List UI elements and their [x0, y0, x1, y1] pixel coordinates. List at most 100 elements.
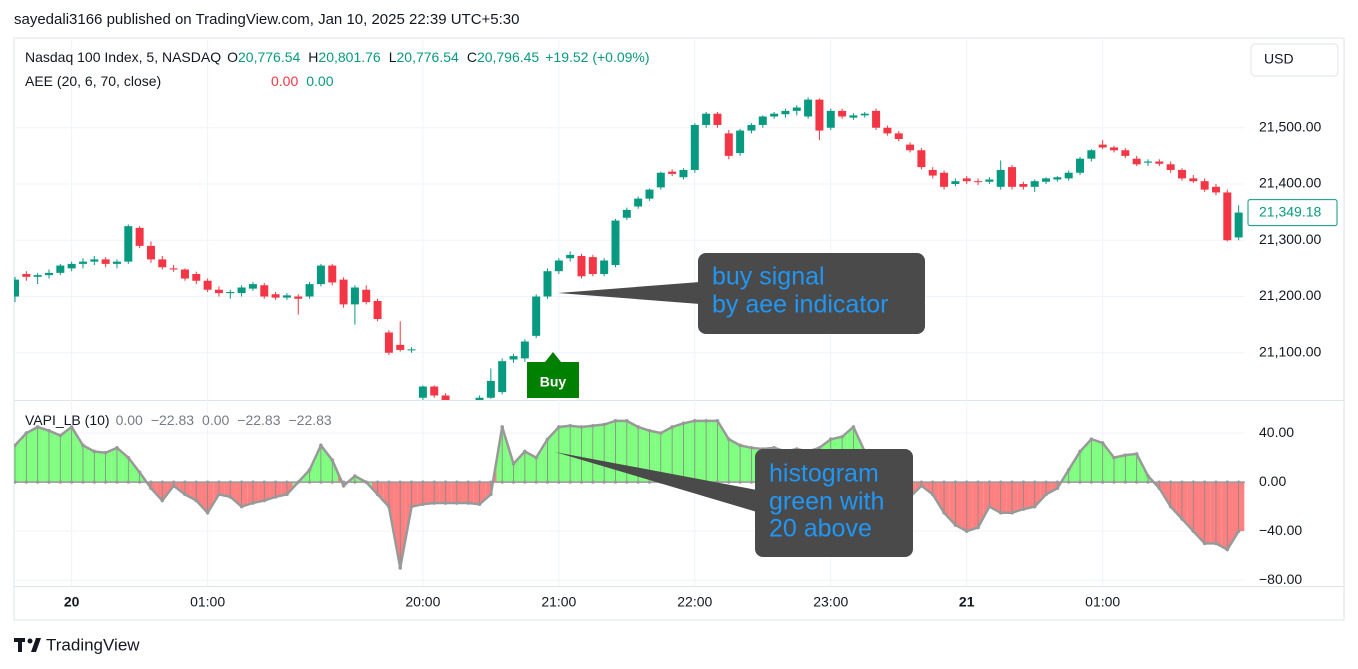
candle-body — [668, 171, 677, 174]
value-dot — [115, 446, 119, 450]
zero-dot — [1214, 480, 1218, 484]
value-dot — [387, 504, 391, 509]
candle-body — [248, 284, 257, 289]
candle-body — [486, 380, 495, 398]
callout-pointer — [558, 282, 700, 304]
candle-body — [690, 124, 699, 170]
zero-dot — [81, 480, 85, 484]
candle-body — [781, 110, 790, 115]
value-dot — [1225, 547, 1230, 552]
zero-dot — [1078, 480, 1082, 484]
value-dot — [500, 425, 504, 429]
candle-body — [554, 260, 563, 272]
value-dot — [1134, 452, 1139, 456]
value-dot — [693, 419, 697, 423]
candle-body — [645, 189, 654, 199]
zero-dot — [194, 480, 198, 484]
value-dot — [149, 486, 153, 491]
candle-body — [22, 274, 31, 277]
value-dot — [409, 504, 414, 509]
ohlc-key: O — [227, 49, 238, 65]
candle-body — [350, 287, 359, 305]
indicator-value: 0.00 — [306, 73, 334, 89]
last-price-box — [1247, 199, 1338, 227]
buy-marker — [527, 352, 579, 398]
zero-dot — [126, 480, 130, 484]
zero-dot — [591, 480, 595, 484]
value-dot — [1089, 437, 1094, 442]
candle-body — [758, 116, 767, 125]
vapi-name: VAPI_LB (10) — [25, 412, 110, 428]
value-dot — [1214, 541, 1218, 546]
candle-body — [792, 107, 801, 111]
candle-body — [305, 284, 314, 297]
candle-body — [1053, 177, 1062, 180]
ohlc: O20,776.54 H20,801.76 L20,776.54 C20,796.45 — [227, 49, 539, 65]
candle-body — [770, 113, 779, 117]
candle-body — [260, 285, 269, 297]
candle-body — [498, 361, 507, 393]
candle-body — [316, 265, 325, 285]
candle-body — [1132, 158, 1141, 165]
candle-body — [826, 110, 835, 128]
candle-body — [396, 344, 405, 350]
candle-body — [214, 289, 223, 294]
zero-dot — [70, 480, 74, 484]
value-dot — [171, 484, 176, 488]
value-dot — [625, 419, 629, 423]
zero-dot — [931, 480, 935, 484]
zero-dot — [625, 480, 629, 484]
value-dot — [840, 434, 844, 439]
value-dot — [772, 446, 776, 450]
candle-body — [679, 169, 688, 178]
value-dot — [285, 492, 289, 497]
symbol: Nasdaq 100 Index, 5, NASDAQ — [25, 49, 222, 65]
value-dot — [375, 492, 380, 497]
zero-dot — [953, 480, 957, 484]
zero-dot — [443, 480, 448, 484]
candle-body — [124, 226, 133, 262]
candle-body — [430, 386, 439, 396]
zero-dot — [160, 480, 164, 484]
candle-body — [906, 144, 915, 151]
zero-dot — [409, 480, 414, 484]
x-tick-label: 20:00 — [405, 594, 440, 610]
value-dot — [670, 425, 674, 429]
indicator-name: AEE (20, 6, 70, close) — [25, 73, 162, 89]
zero-dot — [613, 480, 618, 484]
value-dot — [239, 504, 244, 509]
value-dot — [591, 423, 595, 428]
value-dot — [330, 458, 335, 462]
value-dot — [1055, 486, 1060, 491]
ohlc-item: L20,776.54 — [389, 49, 459, 65]
value-dot — [341, 484, 346, 488]
y-tick-label: −40.00 — [1259, 522, 1302, 538]
candle-body — [1008, 167, 1017, 187]
candle-body — [1166, 164, 1175, 170]
candle-body — [1087, 150, 1096, 159]
zero-dot — [1146, 480, 1150, 484]
zero-dot — [1191, 480, 1195, 484]
zero-dot — [285, 480, 289, 484]
value-dot — [659, 431, 663, 435]
value-dot — [1146, 474, 1150, 478]
value-dot — [647, 428, 652, 433]
zero-dot — [466, 480, 470, 484]
value-dot — [1100, 441, 1105, 445]
value-dot — [568, 423, 572, 428]
value-dot — [715, 419, 720, 423]
ohlc-item: C20,796.45 — [467, 49, 539, 65]
currency-button[interactable] — [1250, 43, 1339, 77]
area-fill — [167, 482, 180, 494]
candle-body — [101, 259, 110, 264]
candle-body — [1234, 212, 1243, 238]
value-dot — [851, 425, 856, 429]
y-tick-label: 21,300.00 — [1259, 231, 1321, 247]
candle-body — [328, 265, 337, 283]
zero-dot — [523, 480, 527, 484]
currency[interactable]: USD — [1264, 51, 1294, 67]
zero-dot — [228, 480, 232, 484]
candle-body — [804, 99, 813, 117]
last-price-label: 21,349.18 — [1259, 203, 1321, 219]
value-dot — [69, 425, 74, 429]
